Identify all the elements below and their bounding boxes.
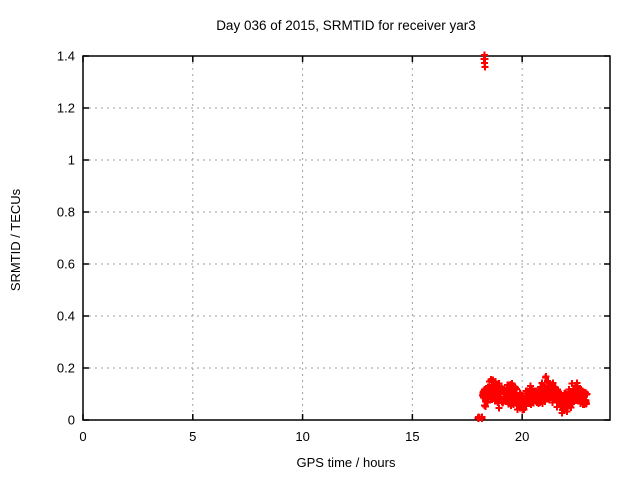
tick-labels: 0 5 10 15 20 0 0.2 0.4 0.6 0.8 1 1.2 1.4 (57, 49, 529, 445)
data-points (474, 51, 591, 422)
y-tick-label: 1.4 (57, 49, 75, 64)
y-tick-label: 0 (68, 413, 75, 428)
x-tick-label: 20 (515, 429, 529, 444)
y-tick-label: 0.8 (57, 205, 75, 220)
y-tick-label: 1.2 (57, 101, 75, 116)
grid-lines (83, 56, 610, 420)
x-tick-label: 5 (189, 429, 196, 444)
axes-and-ticks (82, 55, 611, 421)
chart-title: Day 036 of 2015, SRMTID for receiver yar… (216, 18, 476, 33)
y-tick-label: 1 (68, 153, 75, 168)
x-tick-label: 0 (79, 429, 86, 444)
y-axis-label: SRMTID / TECUs (8, 188, 23, 291)
y-tick-label: 0.4 (57, 309, 75, 324)
x-axis-label: GPS time / hours (297, 455, 396, 470)
x-tick-label: 15 (405, 429, 419, 444)
y-tick-label: 0.2 (57, 361, 75, 376)
y-tick-label: 0.6 (57, 257, 75, 272)
x-tick-label: 10 (295, 429, 309, 444)
